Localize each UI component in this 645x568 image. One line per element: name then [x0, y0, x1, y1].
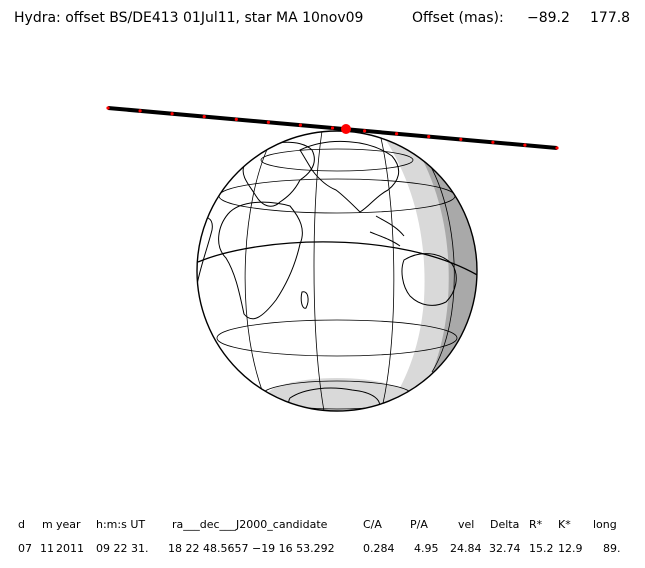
- offset-label: Offset (mas):: [412, 10, 504, 26]
- col-header-m: m: [42, 518, 53, 531]
- offset-y-value: 177.8: [590, 10, 631, 26]
- parallel-60n: [260, 148, 414, 172]
- track-mark: [138, 109, 142, 113]
- meridian-e120: [429, 164, 455, 373]
- value-ca: 0.284: [363, 542, 395, 555]
- col-header-vel: vel: [458, 518, 475, 531]
- track-mark: [427, 135, 431, 139]
- globe-disk: [197, 131, 477, 411]
- parallel-30s: [216, 319, 458, 357]
- track-mark: [266, 120, 270, 124]
- col-header-rstar: R*: [529, 518, 543, 531]
- track-mark: [523, 143, 527, 147]
- value-time: 09 22 31.: [96, 542, 149, 555]
- globe-limb: [196, 130, 478, 412]
- polar-shade: [265, 378, 409, 411]
- value-m: 11: [40, 542, 54, 555]
- col-header-kstar: K*: [558, 518, 571, 531]
- value-rstar: 15.2: [529, 542, 554, 555]
- south-america-outline: [197, 216, 213, 323]
- track-mark: [459, 137, 463, 141]
- europe-outline: [242, 141, 315, 207]
- track-mark: [491, 140, 495, 144]
- value-long: 89.: [603, 542, 621, 555]
- col-header-ca: C/A: [363, 518, 382, 531]
- value-radec: 18 22 48.5657 −19 16 53.292: [168, 542, 335, 555]
- value-d: 07: [18, 542, 32, 555]
- track-mark: [395, 132, 399, 136]
- graticule: [216, 131, 458, 411]
- twilight-zone: [372, 131, 477, 411]
- col-header-pa: P/A: [410, 518, 428, 531]
- value-kstar: 12.9: [558, 542, 583, 555]
- australia-outline: [401, 253, 457, 306]
- col-header-d: d: [18, 518, 25, 531]
- globe: [196, 130, 478, 412]
- track-mark: [234, 117, 238, 121]
- value-pa: 4.95: [414, 542, 439, 555]
- africa-outline: [218, 201, 303, 320]
- track-mark: [555, 146, 559, 150]
- madagascar-outline: [300, 291, 309, 309]
- night-zone: [405, 131, 477, 411]
- track-mark: [298, 123, 302, 127]
- figure-header: Hydra: offset BS/DE413 01Jul11, star MA …: [0, 10, 645, 32]
- col-header-delta: Delta: [490, 518, 520, 531]
- header-text: Hydra: offset BS/DE413 01Jul11, star MA …: [14, 10, 364, 26]
- value-delta: 32.74: [489, 542, 521, 555]
- equator-line: [197, 241, 477, 277]
- value-year: 2011: [56, 542, 84, 555]
- meridian-w60: [244, 138, 273, 406]
- track-marks: [106, 106, 559, 150]
- meridian-e60: [379, 133, 395, 409]
- track-mark: [330, 126, 335, 130]
- track-mark: [106, 106, 110, 110]
- offset-x-value: −89.2: [527, 10, 570, 26]
- col-header-radec: ra___dec___J2000_candidate: [172, 518, 328, 531]
- indonesia-outline: [369, 215, 405, 247]
- track-mark: [363, 129, 367, 133]
- meridian-0: [313, 131, 325, 411]
- value-vel: 24.84: [450, 542, 482, 555]
- shadow-track: [106, 106, 559, 150]
- track-mark: [202, 115, 206, 119]
- col-header-long: long: [593, 518, 617, 531]
- col-header-time: h:m:s UT: [96, 518, 146, 531]
- track-mark: [170, 112, 174, 116]
- closest-approach-point: [341, 124, 351, 134]
- col-header-year: year: [56, 518, 81, 531]
- asia-outline: [299, 141, 400, 213]
